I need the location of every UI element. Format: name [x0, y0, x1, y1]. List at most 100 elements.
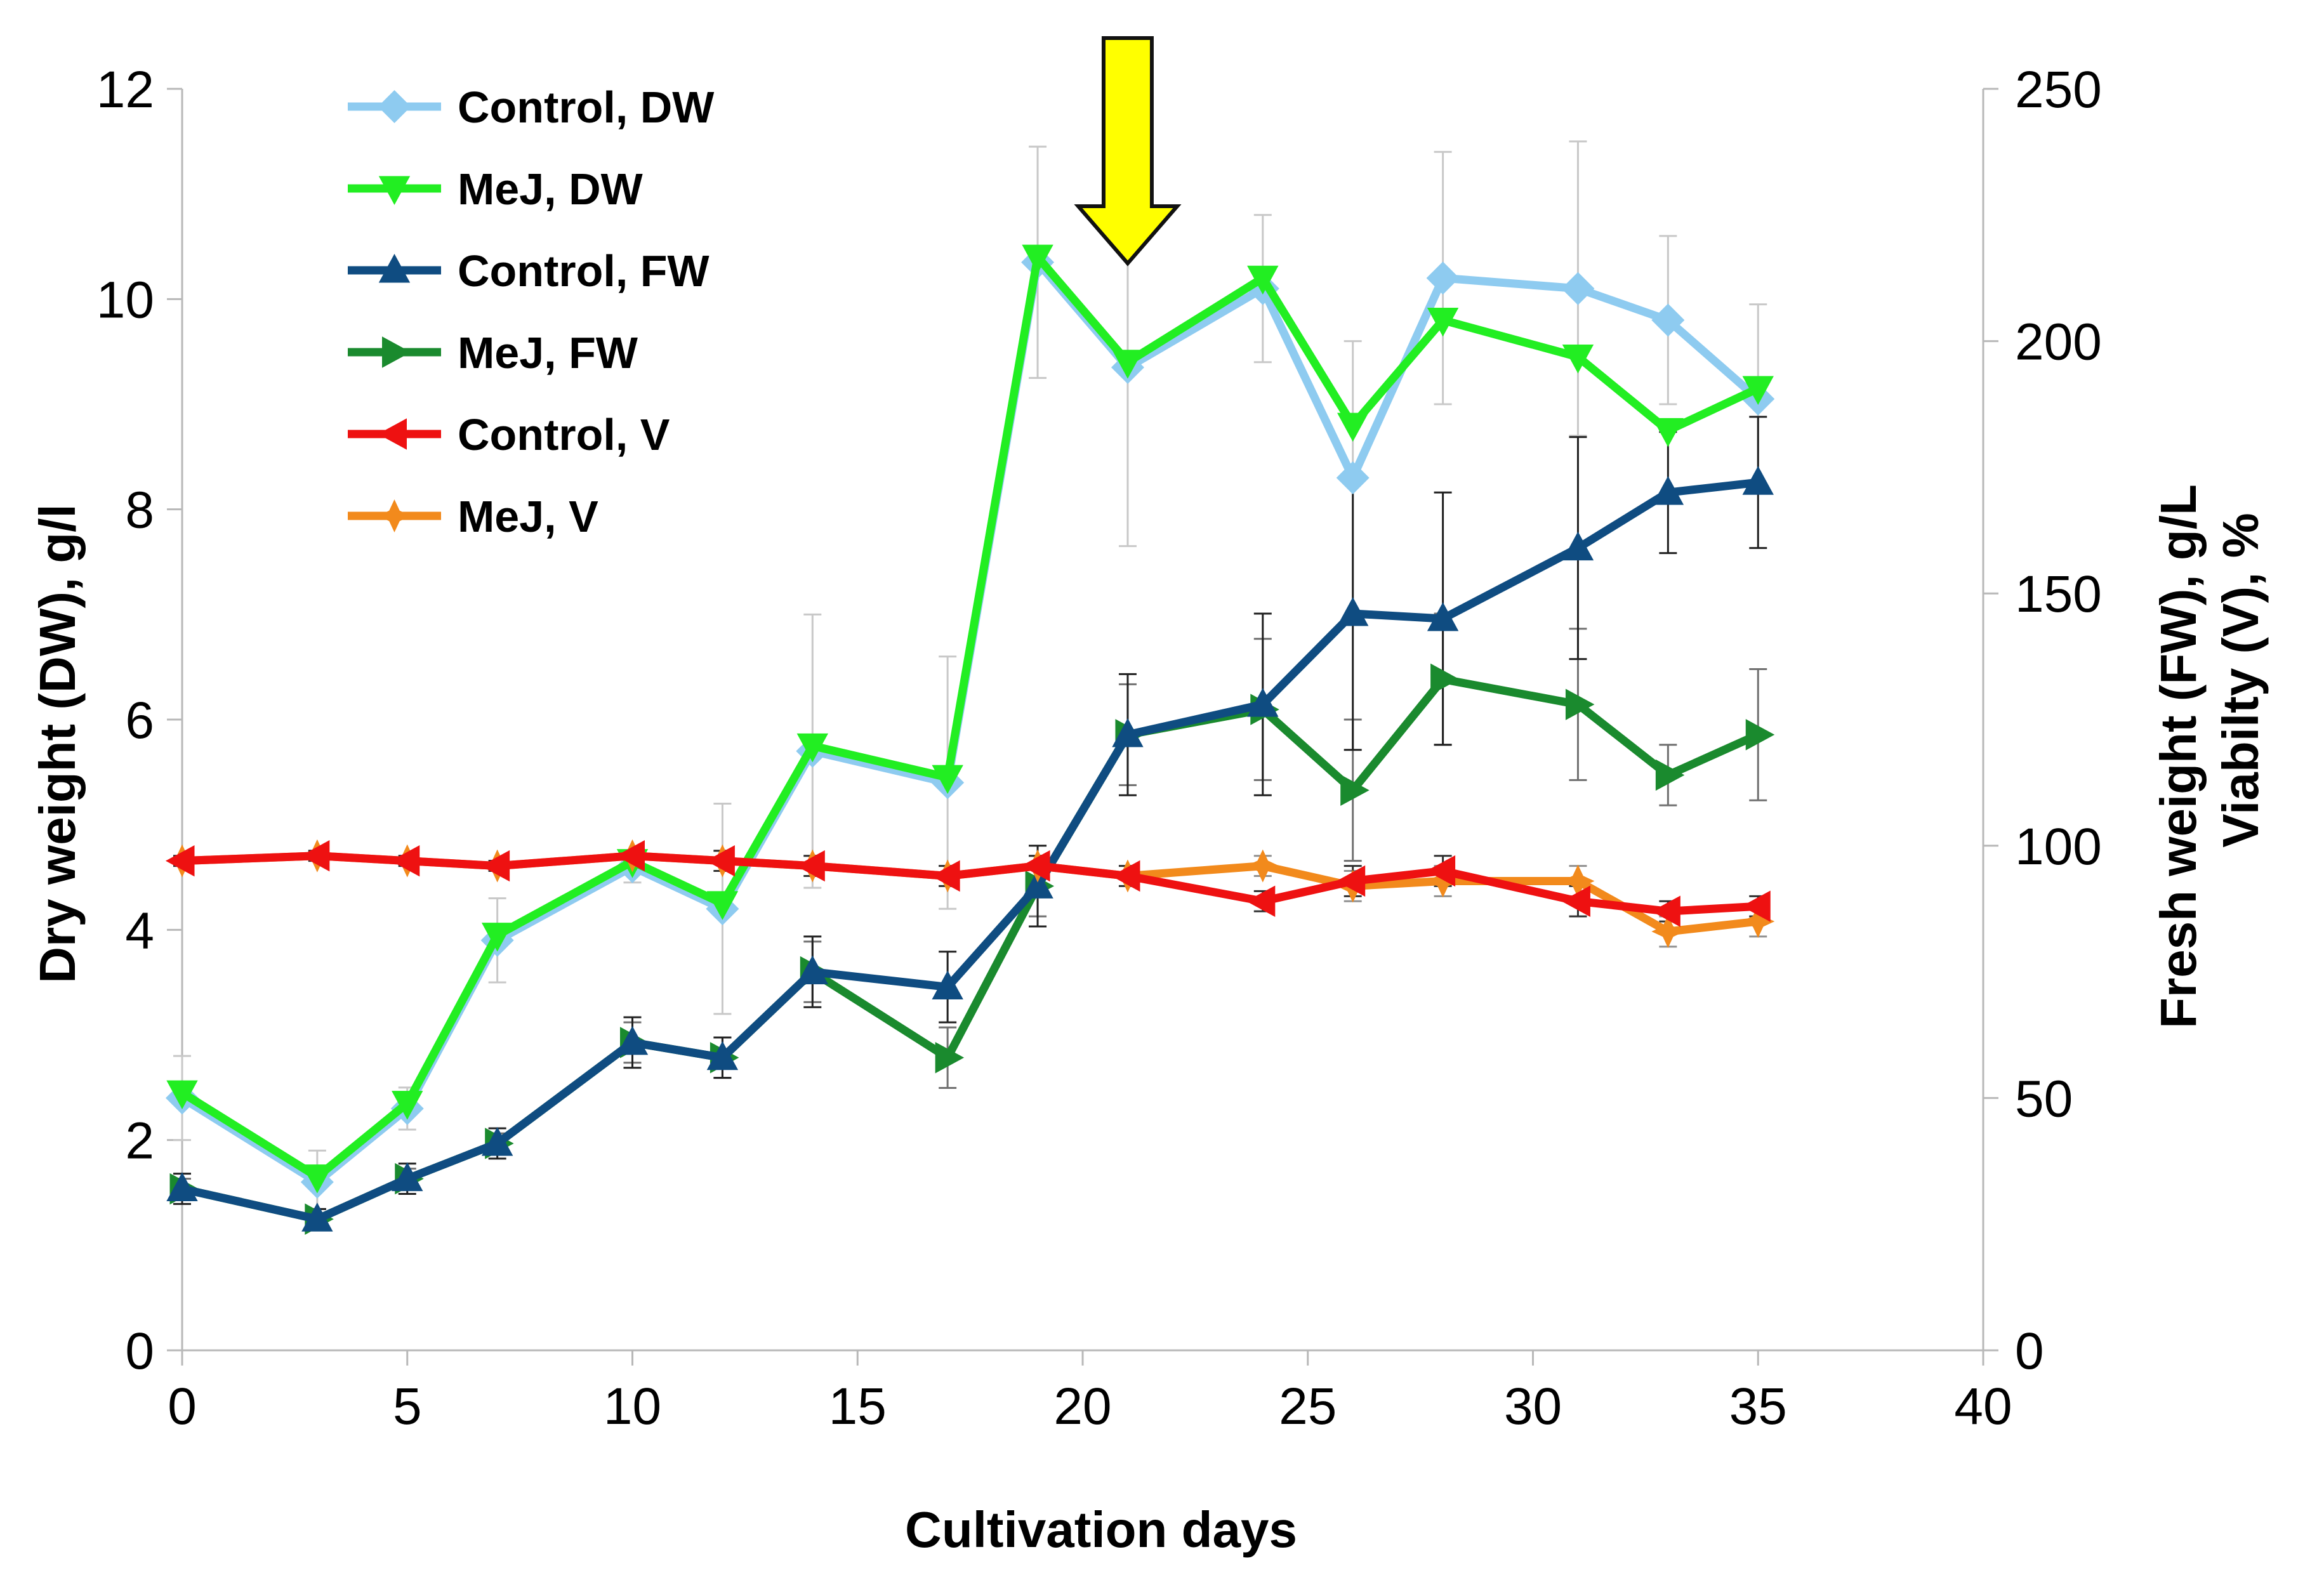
arrow-annotation	[1074, 36, 1182, 267]
data-point-control-fw	[1247, 688, 1279, 717]
data-point-control-v	[931, 860, 960, 892]
data-point-mej-dw	[1652, 418, 1684, 447]
data-point-control-v	[1561, 885, 1590, 917]
data-point-mej-dw	[392, 1091, 423, 1120]
data-point-control-v	[1111, 860, 1140, 892]
data-point-mej-dw	[1112, 350, 1144, 379]
y-right-tick-label: 200	[2015, 313, 2102, 371]
data-point-control-fw	[1742, 466, 1774, 495]
x-tick-label: 15	[829, 1378, 887, 1435]
data-point-control-v	[616, 840, 645, 872]
x-tick-label: 40	[1954, 1378, 2012, 1435]
legend-marker-control-v	[378, 418, 407, 450]
legend-label-control-fw: Control, FW	[458, 246, 710, 296]
data-series	[166, 244, 1775, 1235]
y-right-tick-label: 100	[2015, 818, 2102, 876]
data-point-mej-dw	[796, 733, 828, 763]
data-point-control-fw	[1022, 869, 1053, 899]
data-point-control-fw	[1427, 602, 1459, 631]
data-point-mej-dw	[301, 1164, 333, 1194]
data-point-mej-dw	[1742, 376, 1774, 405]
y-left-tick-label: 12	[96, 61, 154, 119]
legend-marker-control-fw	[378, 254, 411, 283]
data-point-mej-fw	[1655, 759, 1685, 791]
data-point-control-v	[300, 840, 330, 872]
x-tick-label: 20	[1053, 1378, 1111, 1435]
data-point-control-fw	[481, 1126, 513, 1156]
data-point-control-v	[480, 850, 510, 882]
legend-marker-mej-v	[378, 499, 411, 532]
data-point-control-fw	[616, 1025, 649, 1055]
data-point-control-v	[796, 850, 825, 882]
data-point-mej-v	[1246, 849, 1279, 883]
y-axis-left-title: Dry weight (DW), g/l	[29, 504, 86, 984]
data-point-mej-dw	[481, 923, 513, 952]
data-point-control-fw	[301, 1202, 333, 1232]
data-point-control-v	[1426, 855, 1456, 887]
x-axis-title: Cultivation days	[905, 1501, 1297, 1558]
data-point-mej-fw	[1565, 688, 1595, 720]
data-point-mej-dw	[1247, 265, 1279, 295]
x-tick-label: 0	[168, 1378, 197, 1435]
data-point-mej-dw	[1562, 344, 1594, 374]
legend-marker-control-dw	[378, 90, 411, 123]
data-point-control-fw	[706, 1041, 739, 1070]
data-point-control-v	[1741, 890, 1771, 922]
data-point-mej-dw	[166, 1080, 198, 1110]
data-point-control-fw	[392, 1162, 423, 1192]
y-axis-right-title-line1: Fresh weight (FW), g/L	[2150, 484, 2207, 1029]
data-point-control-v	[706, 845, 735, 877]
series-line-control-dw	[178, 258, 1762, 1187]
data-point-control-v	[1021, 850, 1050, 882]
data-point-control-v	[166, 845, 195, 877]
data-point-control-fw	[1337, 597, 1369, 626]
y-left-tick-label: 6	[125, 692, 154, 749]
x-tick-label: 5	[393, 1378, 422, 1435]
data-point-mej-v	[1741, 905, 1775, 938]
legend-label-mej-fw: MeJ, FW	[458, 328, 638, 378]
data-point-mej-dw	[1337, 412, 1369, 442]
y-left-tick-label: 0	[125, 1322, 154, 1380]
legend-label-control-dw: Control, DW	[458, 82, 714, 132]
data-point-mej-fw	[1430, 663, 1460, 695]
data-point-control-v	[1336, 865, 1366, 897]
y-left-tick-label: 4	[125, 902, 154, 959]
data-point-mej-fw	[935, 1042, 965, 1074]
data-point-mej-fw	[1340, 774, 1370, 807]
y-axis-right-title-line2: Viabilty (V), %	[2212, 513, 2269, 848]
legend-label-mej-v: MeJ, V	[458, 492, 598, 541]
y-right-tick-label: 150	[2015, 565, 2102, 623]
x-tick-label: 10	[604, 1378, 661, 1435]
data-point-mej-fw	[1745, 719, 1775, 751]
legend-label-mej-dw: MeJ, DW	[458, 164, 643, 214]
data-point-control-fw	[1652, 476, 1684, 505]
yellow-down-arrow	[1074, 36, 1182, 267]
data-point-control-fw	[932, 970, 963, 999]
legend: Control, DW MeJ, DW Control, FW MeJ, FW Cont…	[348, 82, 714, 541]
data-point-control-v	[1246, 885, 1276, 917]
x-tick-label: 35	[1729, 1378, 1787, 1435]
data-point-mej-dw	[1427, 307, 1459, 337]
data-point-control-dw	[1336, 461, 1370, 494]
y-left-tick-label: 8	[125, 482, 154, 539]
y-right-tick-label: 250	[2015, 61, 2102, 119]
data-point-control-v	[390, 845, 420, 877]
legend-label-control-v: Control, V	[458, 410, 670, 459]
y-right-tick-label: 0	[2015, 1322, 2044, 1380]
y-left-tick-label: 2	[125, 1112, 154, 1170]
data-point-control-fw	[1112, 718, 1144, 747]
series-line-control-fw	[178, 478, 1762, 1223]
data-point-mej-v	[1651, 914, 1685, 948]
data-point-mej-dw	[1022, 244, 1053, 274]
legend-marker-mej-dw	[378, 176, 411, 205]
error-bars	[173, 140, 1767, 1230]
data-point-control-fw	[796, 955, 828, 985]
x-tick-label: 25	[1279, 1378, 1337, 1435]
data-point-control-dw	[1561, 272, 1595, 305]
data-point-mej-dw	[932, 765, 963, 794]
series-line-mej-dw	[178, 253, 1762, 1182]
data-point-control-dw	[1651, 303, 1685, 337]
data-point-control-dw	[1426, 261, 1460, 295]
